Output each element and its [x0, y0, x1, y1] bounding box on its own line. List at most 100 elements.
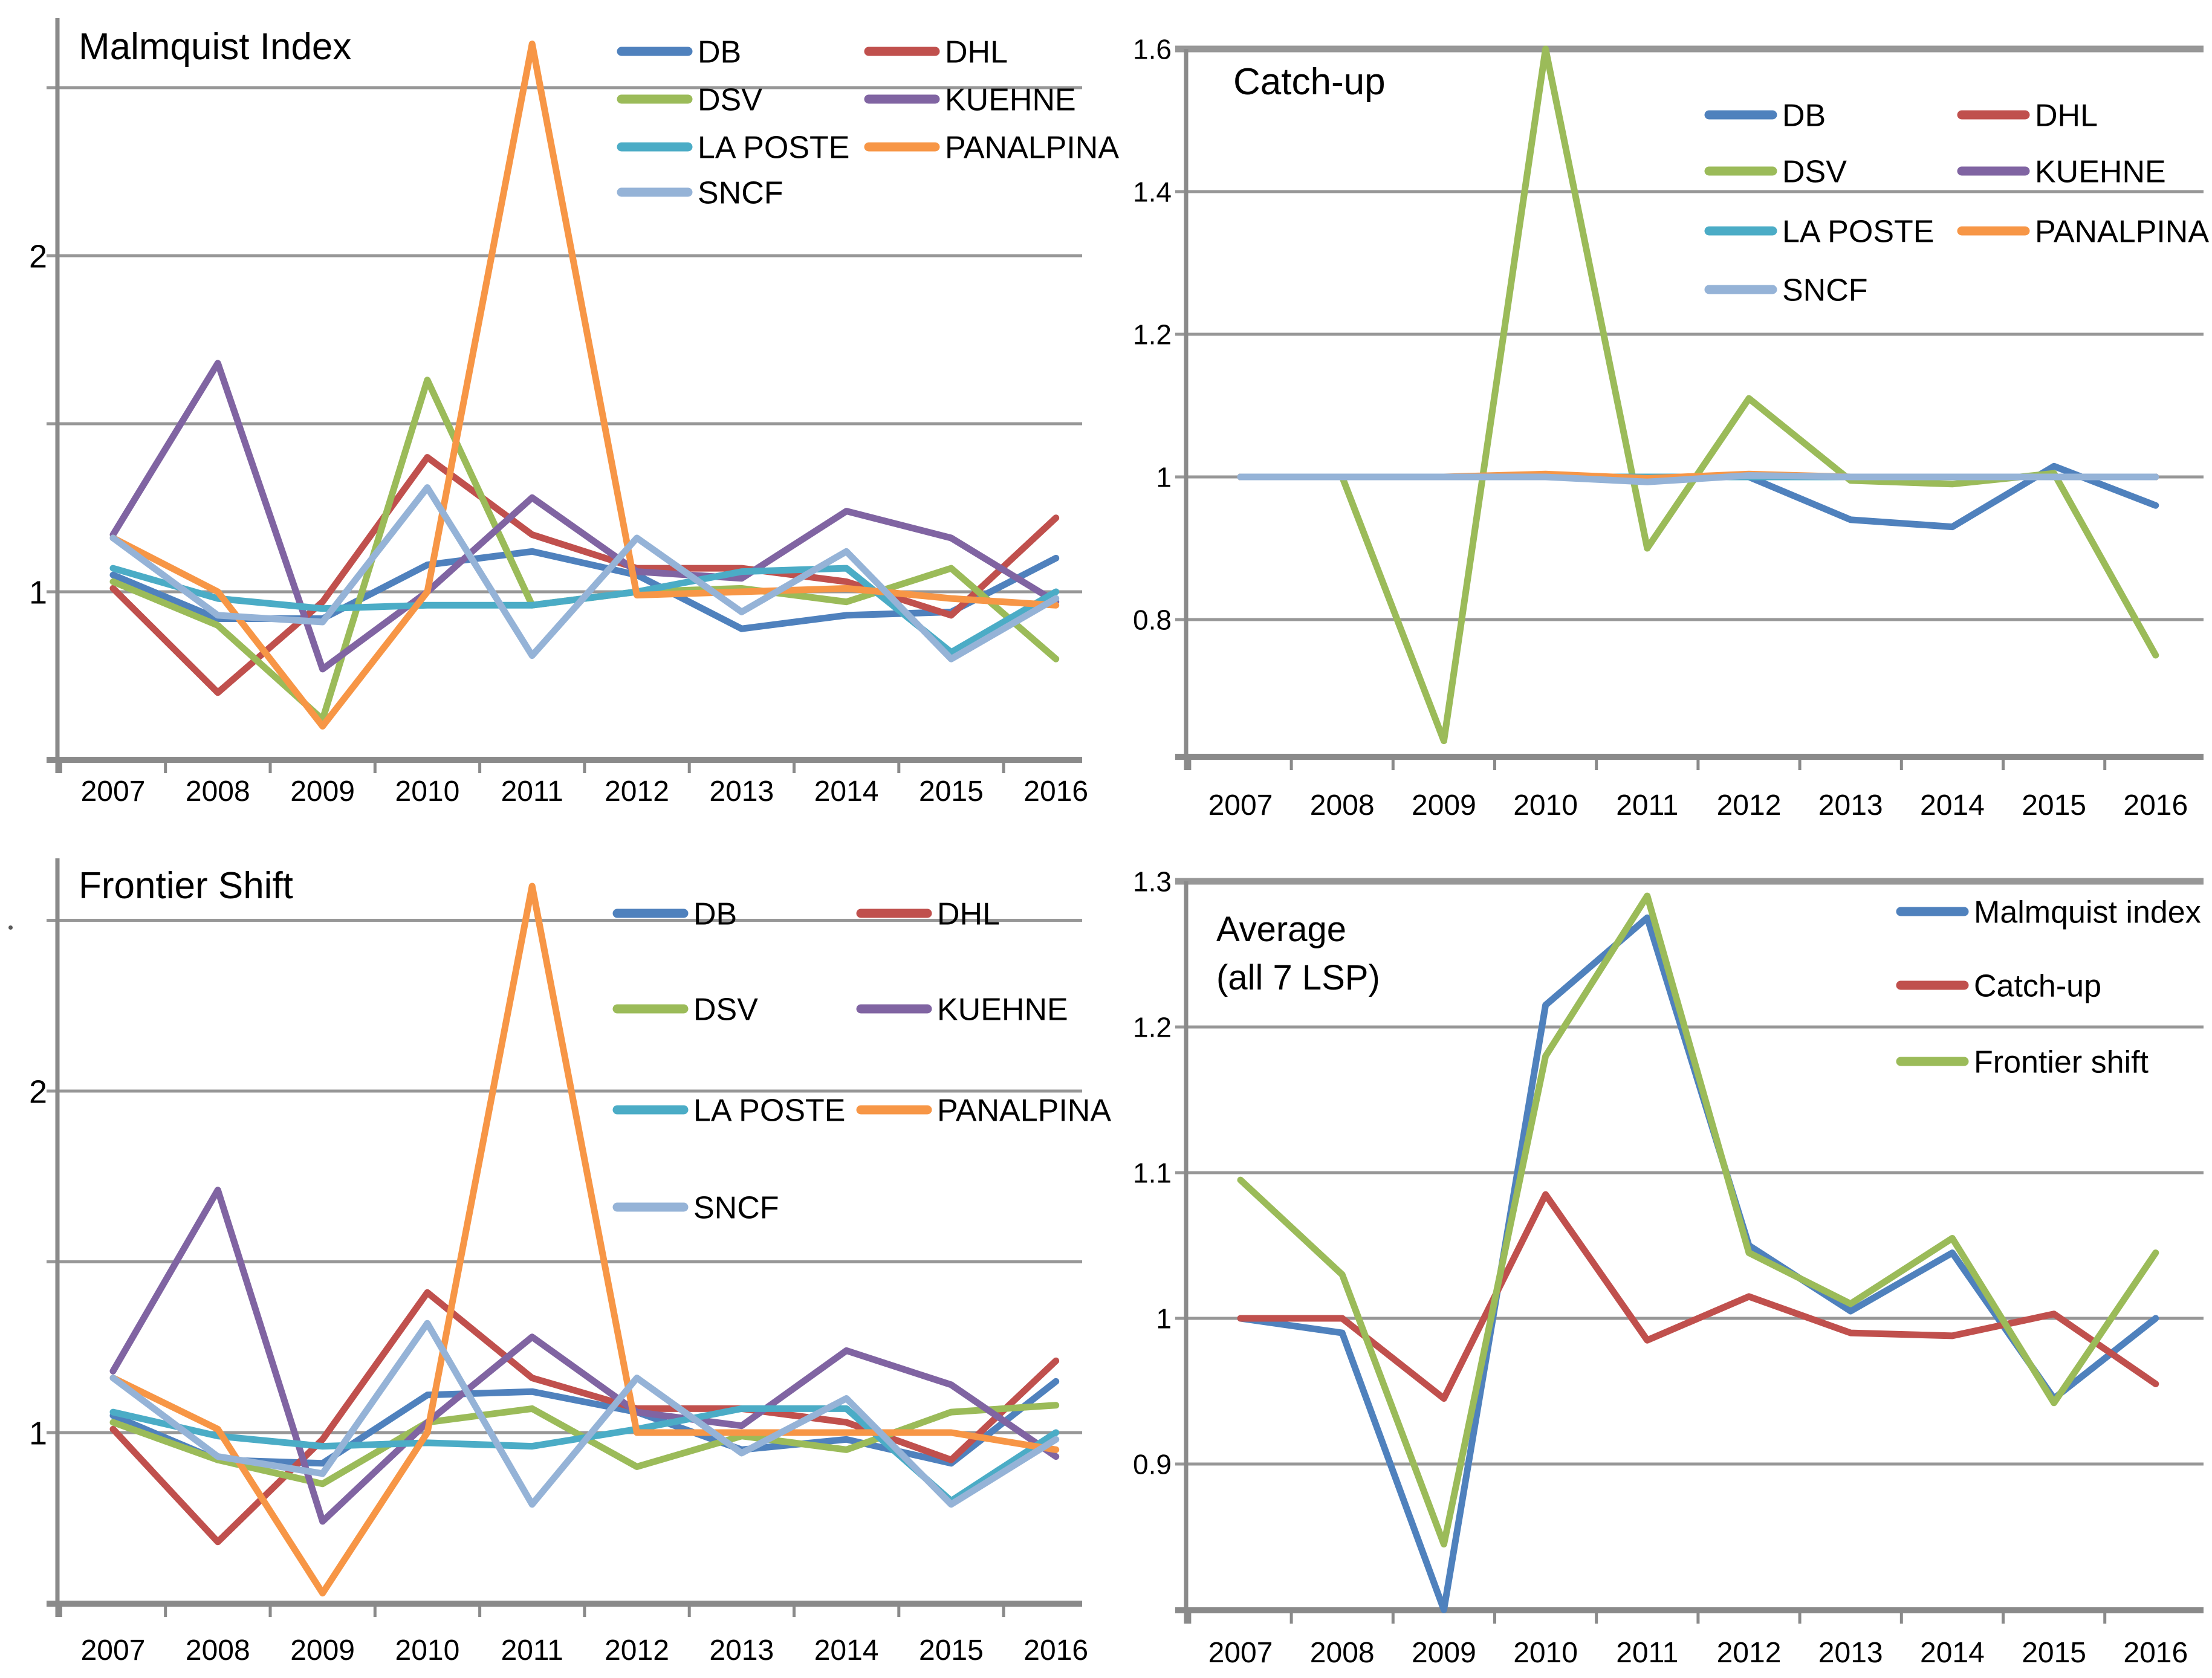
x-tick-label-2015: 2015 [919, 1634, 984, 1667]
x-tick-label-2009: 2009 [290, 1634, 355, 1667]
x-tick-label-2008: 2008 [186, 1634, 250, 1667]
legend-item-KUEHNE: KUEHNE [856, 993, 1068, 1028]
gridlines [47, 86, 1082, 594]
legend-label-LA-POSTE: LA POSTE [1782, 215, 1934, 250]
x-tick-label-2008: 2008 [1310, 1637, 1375, 1669]
legend-label-Frontier-shift: Frontier shift [1974, 1045, 2149, 1080]
series-line-KUEHNE [109, 360, 1060, 673]
legend-item-DHL: DHL [864, 35, 1008, 70]
legend-label-SNCF: SNCF [698, 176, 783, 211]
legend-label-DB: DB [1782, 99, 1826, 134]
y-tick-label-2: 2 [29, 238, 47, 274]
legend-item-DSV: DSV [617, 83, 762, 118]
gridlines [47, 919, 1082, 1434]
legend-item-PANALPINA: PANALPINA [856, 1093, 1111, 1129]
series-line-Frontier-shift [1237, 892, 2159, 1548]
x-tick-label-2007: 2007 [1208, 789, 1273, 821]
y-tick-label-0.9: 0.9 [1133, 1449, 1172, 1480]
panel-malmquist-index: 2 1 2007 2008 2009 2010 2011 2012 2013 2014 2015 20… [29, 18, 1119, 808]
y-tick-label-1.2: 1.2 [1133, 1012, 1172, 1043]
legend-item-DSV: DSV [1704, 155, 1847, 190]
panel-frontier-shift: 2 1 2007 2008 2009 2010 2011 2012 2013 2014 2015 20… [29, 858, 1111, 1667]
legend-item-DSV: DSV [612, 993, 758, 1028]
y-tick-label-1: 1 [29, 574, 47, 611]
legend-item-LA-POSTE: LA POSTE [617, 131, 849, 166]
x-tick-label-2011: 2011 [501, 1634, 563, 1667]
x-tick-label-2012: 2012 [1717, 1637, 1782, 1669]
legend-label-LA-POSTE: LA POSTE [698, 131, 849, 166]
legend-item-LA-POSTE: LA POSTE [1704, 215, 1934, 250]
x-tick-label-2010: 2010 [395, 776, 460, 808]
series-line-SNCF [109, 1320, 1060, 1508]
x-tick-label-2010: 2010 [1513, 1637, 1578, 1669]
legend-label-DSV: DSV [693, 993, 758, 1028]
series-line-DSV [1237, 45, 2159, 745]
x-tick-label-2016: 2016 [2123, 1637, 2188, 1669]
x-tick-label-2014: 2014 [814, 776, 879, 808]
x-tick-label-2008: 2008 [1310, 789, 1375, 821]
x-tick-label-2015: 2015 [2022, 1637, 2086, 1669]
legend-item-SNCF: SNCF [612, 1191, 779, 1226]
x-tick-label-2013: 2013 [1818, 789, 1883, 821]
series-lines [1237, 892, 2159, 1613]
x-tick-label-2007: 2007 [81, 776, 146, 808]
x-tick-label-2009: 2009 [290, 776, 355, 808]
series-line-SNCF [109, 484, 1060, 662]
legend-item-Frontier-shift: Frontier shift [1896, 1045, 2149, 1080]
legend-catch-up: DB DHL DSV KUEHNE LA POSTE PANALPINA SNCF [1704, 99, 2209, 308]
chart-title-malmquist-index: Malmquist Index [79, 26, 352, 68]
x-tick-label-2010: 2010 [1513, 789, 1578, 821]
legend-label-DSV: DSV [1782, 155, 1847, 190]
legend-item-DHL: DHL [856, 897, 1000, 932]
legend-item-PANALPINA: PANALPINA [1957, 215, 2209, 250]
legend-label-PANALPINA: PANALPINA [937, 1093, 1111, 1129]
series-lines [1237, 45, 2159, 745]
legend-label-DB: DB [693, 897, 737, 932]
legend-item-SNCF: SNCF [617, 176, 783, 211]
x-tick-label-2013: 2013 [709, 776, 774, 808]
chart-title-average-line2: (all 7 LSP) [1216, 958, 1380, 997]
legend-label-DHL: DHL [937, 897, 1000, 932]
x-axis-ticks [59, 760, 1005, 773]
series-line-DHL [109, 1289, 1060, 1546]
legend-item-DHL: DHL [1957, 99, 2098, 134]
x-tick-label-2016: 2016 [2123, 789, 2188, 821]
stray-dot-artifact [8, 925, 13, 930]
x-axis-ticks [59, 1604, 1005, 1617]
legend-label-SNCF: SNCF [1782, 273, 1868, 308]
x-tick-label-2014: 2014 [1920, 1637, 1985, 1669]
legend-item-SNCF: SNCF [1704, 273, 1868, 308]
series-line-SNCF [1237, 472, 2159, 485]
series-lines [109, 883, 1060, 1597]
legend-label-PANALPINA: PANALPINA [945, 131, 1119, 166]
legend-item-LA-POSTE: LA POSTE [612, 1093, 845, 1129]
panel-catch-up: 1.6 1.4 1.2 1 0.8 2007 2008 2009 2010 2011 2012 201… [1133, 34, 2209, 821]
y-tick-label-1: 1 [29, 1415, 47, 1451]
legend-label-DSV: DSV [698, 83, 762, 118]
y-tick-label-1: 1 [1156, 462, 1172, 493]
chart-title-average-line1: Average [1216, 910, 1346, 949]
chart-title-frontier-shift: Frontier Shift [79, 865, 293, 907]
series-line-DHL [109, 454, 1060, 696]
legend-item-PANALPINA: PANALPINA [864, 131, 1119, 166]
legend-label-DHL: DHL [2035, 99, 2098, 134]
y-tick-label-1.2: 1.2 [1133, 319, 1172, 351]
x-tick-label-2016: 2016 [1023, 1634, 1088, 1667]
y-tick-label-1.3: 1.3 [1133, 866, 1172, 898]
legend-item-Catch-up: Catch-up [1896, 969, 2101, 1004]
series-line-KUEHNE [109, 1187, 1060, 1525]
x-tick-label-2009: 2009 [1412, 1637, 1476, 1669]
legend-item-DB: DB [1704, 99, 1826, 134]
x-tick-label-2012: 2012 [605, 776, 669, 808]
x-tick-label-2013: 2013 [1818, 1637, 1883, 1669]
chart-title-average: Average (all 7 LSP) [1216, 905, 1380, 1002]
y-tick-label-1.4: 1.4 [1133, 177, 1172, 208]
x-axis-ticks [1188, 757, 2107, 770]
x-tick-label-2011: 2011 [501, 776, 563, 808]
x-tick-label-2016: 2016 [1023, 776, 1088, 808]
x-tick-label-2012: 2012 [1717, 789, 1782, 821]
legend-item-KUEHNE: KUEHNE [864, 83, 1076, 118]
legend-label-PANALPINA: PANALPINA [2035, 215, 2209, 250]
legend-label-Catch-up: Catch-up [1974, 969, 2101, 1004]
